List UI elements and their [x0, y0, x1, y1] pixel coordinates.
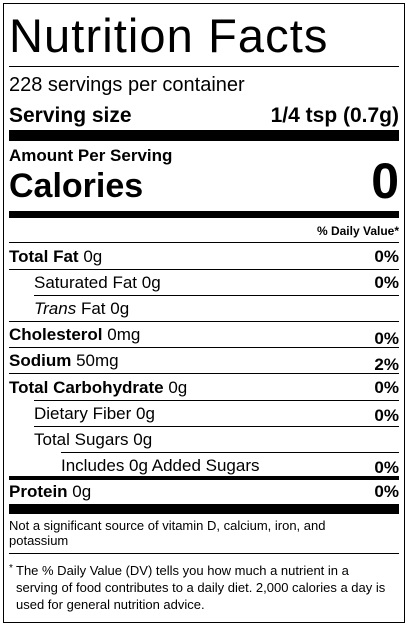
divider	[9, 347, 399, 348]
nutrient-name: Saturated Fat 0g	[34, 273, 161, 292]
serving-size-label: Serving size	[9, 104, 132, 127]
servings-per-container: 228 servings per container	[9, 74, 245, 96]
nutrient-name: Total Sugars 0g	[34, 430, 153, 449]
nutrient-daily-value: 0%	[374, 329, 399, 348]
nutrient-row-protein: Protein 0g 0%	[9, 478, 399, 504]
serving-size-value: 1/4 tsp (0.7g)	[270, 104, 399, 127]
nutrient-row-saturated-fat: Saturated Fat 0g 0%	[9, 269, 399, 295]
medium-divider	[9, 476, 399, 480]
nutrient-row-dietary-fiber: Dietary Fiber 0g 0%	[9, 400, 399, 426]
divider	[9, 373, 399, 374]
footnote: The % Daily Value (DV) tells you how muc…	[16, 563, 386, 612]
divider	[9, 242, 399, 243]
nutrient-name: Includes 0g Added Sugars	[61, 456, 260, 475]
nutrient-daily-value: 0%	[374, 482, 399, 501]
calories-label: Calories	[9, 167, 144, 205]
nutrient-daily-value: 0%	[374, 406, 399, 425]
daily-value-header: % Daily Value*	[316, 224, 399, 238]
divider	[34, 426, 399, 427]
nutrient-row-total-sugars: Total Sugars 0g	[9, 426, 399, 452]
footnote-asterisk: *	[9, 563, 13, 574]
nutrient-row-total-carbohydrate: Total Carbohydrate 0g 0%	[9, 374, 399, 400]
title-divider	[9, 66, 399, 67]
nutrient-name: Cholesterol 0mg	[9, 325, 141, 344]
thick-divider-bottom	[9, 504, 399, 514]
nutrient-daily-value: 0%	[374, 247, 399, 266]
nutrient-row-total-fat: Total Fat 0g 0%	[9, 243, 399, 269]
nutrient-name: Trans Fat 0g	[34, 299, 130, 318]
nutrient-name: Total Carbohydrate 0g	[9, 378, 188, 397]
nutrient-row-added-sugars: Includes 0g Added Sugars 0%	[9, 452, 399, 478]
nutrient-daily-value: 0%	[374, 458, 399, 477]
amount-per-serving: Amount Per Serving	[9, 146, 173, 165]
nutrient-name: Dietary Fiber 0g	[34, 404, 155, 423]
divider	[61, 452, 399, 453]
thick-divider-calories	[9, 211, 399, 218]
divider	[34, 295, 399, 296]
nutrient-daily-value: 0%	[374, 378, 399, 397]
label-title: Nutrition Facts	[9, 9, 329, 62]
divider	[9, 321, 399, 322]
nutrient-daily-value: 0%	[374, 273, 399, 292]
nutrient-name: Total Fat 0g	[9, 247, 103, 266]
divider	[9, 553, 399, 554]
nutrient-row-trans-fat: Trans Fat 0g	[9, 295, 399, 321]
calories-value: 0	[371, 153, 399, 209]
nutrient-name: Sodium 50mg	[9, 351, 119, 370]
nutrient-row-cholesterol: Cholesterol 0mg 0%	[9, 321, 399, 348]
nutrition-facts-label: Nutrition Facts 228 servings per contain…	[3, 3, 405, 623]
nutrient-row-sodium: Sodium 50mg 2%	[9, 347, 399, 374]
label-content: Nutrition Facts 228 servings per contain…	[9, 4, 399, 622]
divider	[34, 400, 399, 401]
nutrient-daily-value: 2%	[374, 355, 399, 374]
not-significant-note: Not a significant source of vitamin D, c…	[9, 518, 326, 548]
nutrient-name: Protein 0g	[9, 482, 92, 501]
divider	[9, 269, 399, 270]
thick-divider-top	[9, 130, 399, 141]
